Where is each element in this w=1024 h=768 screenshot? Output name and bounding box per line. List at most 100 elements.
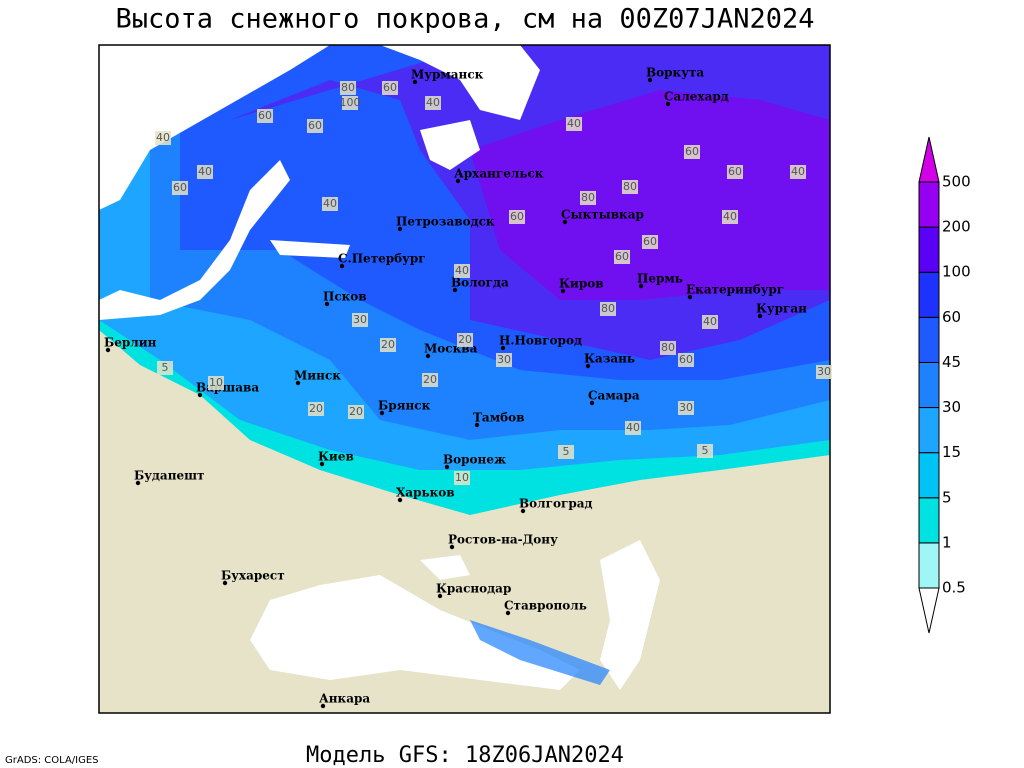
- contour-label: 30: [817, 365, 831, 378]
- contour-label: 30: [679, 401, 693, 414]
- contour-label-box: [425, 96, 441, 110]
- white-sea: [420, 120, 480, 170]
- city-dot: [295, 380, 301, 386]
- city-label: Минск: [294, 369, 341, 383]
- barents-sea: [380, 45, 540, 120]
- city-dot: [560, 288, 566, 294]
- contour-label-box: [308, 402, 324, 416]
- colorbar-label: 0.5: [942, 579, 966, 597]
- city-label: Ростов-на-Дону: [448, 533, 558, 547]
- city-dot: [585, 363, 591, 369]
- colorbar-box: [918, 361, 940, 409]
- contour-label-box: [307, 119, 323, 133]
- city-dot: [339, 263, 345, 269]
- contour-label: 40: [426, 96, 440, 109]
- contour-label-box: [790, 165, 806, 179]
- contour-label-box: [642, 235, 658, 249]
- contour-label-box: [322, 197, 338, 211]
- caucasus-snow: [470, 620, 610, 685]
- city-dot: [452, 287, 458, 293]
- cities: Мурманск Воркута Салехард Архангельск Петроз…: [104, 66, 807, 709]
- city-label: Сыктывкар: [561, 208, 644, 222]
- contour-label-box: [622, 180, 638, 194]
- colorbar-box: [918, 271, 940, 318]
- contour-label-box: [157, 361, 173, 375]
- colorbar-box: [918, 407, 940, 454]
- contour-label: 40: [567, 117, 581, 130]
- contour-label-box: [172, 181, 188, 195]
- city-label: Киров: [559, 277, 604, 291]
- contour-label: 60: [383, 81, 397, 94]
- city-dot: [222, 580, 228, 586]
- city-dot: [412, 79, 418, 85]
- city-label: Воркута: [646, 66, 704, 80]
- contour-label-box: [697, 444, 713, 458]
- colorbar-box: [918, 226, 940, 273]
- contour-label: 40: [455, 264, 469, 277]
- contour-label: 30: [353, 313, 367, 326]
- city-dot: [520, 508, 526, 514]
- contour-label-box: [342, 96, 358, 110]
- city-label: Пермь: [637, 272, 683, 286]
- city-label: Мурманск: [411, 68, 484, 82]
- city-label: Вологда: [451, 276, 509, 290]
- contour-label: 40: [198, 165, 212, 178]
- snow-100: [470, 90, 830, 300]
- city-dot: [455, 178, 461, 184]
- contour-label-box: [614, 250, 630, 264]
- city-dot: [397, 497, 403, 503]
- contour-label: 80: [581, 191, 595, 204]
- contour-label: 60: [308, 119, 322, 132]
- city-dot: [197, 392, 203, 398]
- city-label: Псков: [323, 290, 367, 304]
- model-label: Модель GFS: 18Z06JAN2024: [306, 743, 624, 768]
- contour-label-box: [208, 376, 224, 390]
- city-dot: [474, 422, 480, 428]
- contour-label: 5: [702, 444, 709, 457]
- colorbar-label: 5: [942, 488, 952, 506]
- city-label: Берлин: [104, 336, 157, 350]
- contour-label-box: [496, 353, 512, 367]
- city-dot: [324, 301, 330, 307]
- contour-label: 60: [728, 165, 742, 178]
- contour-label-box: [816, 365, 832, 379]
- credit: GrADS: COLA/IGES: [5, 755, 99, 766]
- city-dot: [319, 461, 325, 467]
- caspian-sea: [600, 540, 660, 690]
- contour-label-box: [580, 191, 596, 205]
- norwegian-sea: [99, 45, 330, 210]
- contour-label-box: [340, 81, 356, 95]
- colorbar-box: [918, 316, 940, 363]
- city-label: Волгоград: [519, 497, 592, 511]
- contour-label: 20: [309, 402, 323, 415]
- colorbar-cap-low: [918, 587, 940, 634]
- city-dot: [444, 464, 450, 470]
- contour-label-box: [678, 353, 694, 367]
- contour-label: 60: [685, 145, 699, 158]
- contour-label-box: [454, 264, 470, 278]
- contour-label: 20: [423, 373, 437, 386]
- city-dot: [500, 345, 506, 351]
- contour-label-box: [660, 341, 676, 355]
- colorbar-cap-high: [918, 136, 940, 183]
- city-label: Архангельск: [454, 167, 544, 181]
- colorbar-box: [918, 452, 940, 499]
- title: Высота снежного покрова, см на 00Z07JAN2…: [116, 4, 815, 35]
- city-label: Воронеж: [443, 453, 506, 467]
- contour-label-box: [348, 405, 364, 419]
- contour-label: 40: [156, 131, 170, 144]
- contour-label: 40: [723, 210, 737, 223]
- contour-label-box: [509, 210, 525, 224]
- contour-label-box: [722, 210, 738, 224]
- city-label: Ставрополь: [504, 599, 587, 613]
- contour-label: 5: [162, 361, 169, 374]
- contour-label: 60: [258, 109, 272, 122]
- azov-sea: [420, 555, 470, 580]
- city-label: Краснодар: [436, 582, 511, 596]
- contour-label: 80: [601, 302, 615, 315]
- contour-label-box: [454, 471, 470, 485]
- contour-label: 40: [626, 421, 640, 434]
- colorbar-box: [918, 542, 940, 589]
